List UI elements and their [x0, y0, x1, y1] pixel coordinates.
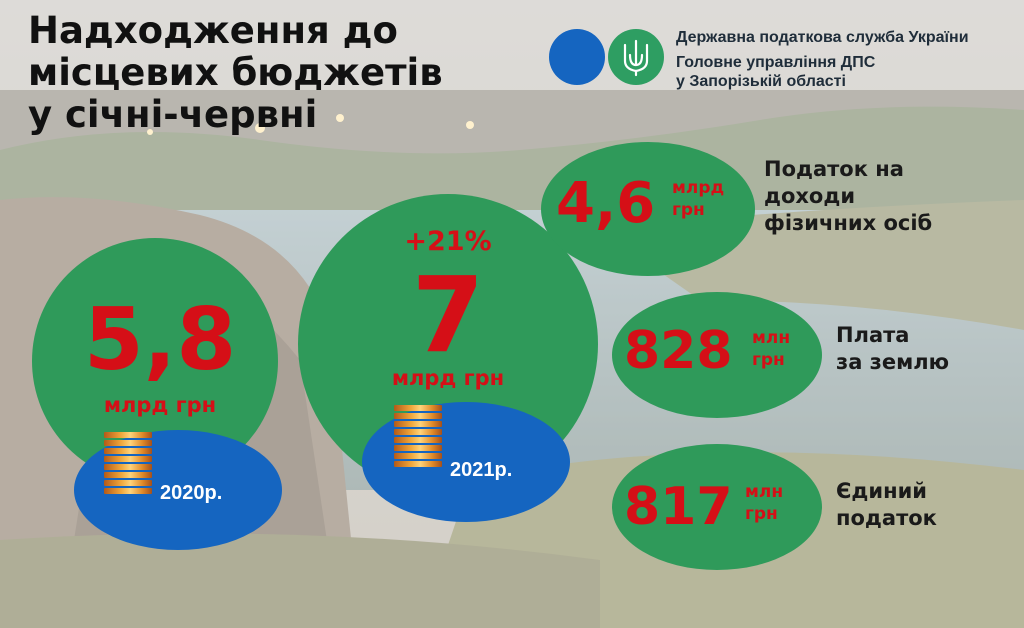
trident-icon — [623, 39, 649, 77]
single-tax-unit-bottom: грн — [745, 504, 778, 524]
total-2020-unit: млрд грн — [103, 393, 217, 417]
single-tax-value: 817 — [624, 477, 733, 537]
single-tax-circle — [612, 444, 822, 570]
logo-blue-circle — [549, 29, 605, 85]
total-2021-unit: млрд грн — [391, 366, 505, 390]
org-line-1: Державна податкова служба України — [676, 29, 969, 46]
year-2020-label: 2020р. — [160, 482, 223, 504]
income-tax-circle — [541, 142, 755, 276]
single-tax-unit-top: млн — [745, 482, 784, 502]
org-line-2: Головне управління ДПС — [676, 54, 876, 71]
logo-green-circle — [608, 29, 664, 85]
single-tax-label: Єдиний податок — [836, 479, 937, 530]
land-fee-circle — [612, 292, 822, 418]
coin-stack-icon — [104, 432, 152, 494]
title-line-1: Надходження до — [28, 9, 398, 52]
income-tax-unit-top: млрд — [672, 178, 725, 198]
total-2020-value: 5,8 — [83, 290, 237, 390]
income-tax-value: 4,6 — [556, 171, 656, 236]
org-line-3: у Запорізькій області — [676, 73, 846, 90]
organization-name: Державна податкова служба України Головн… — [676, 28, 969, 91]
title-line-2: місцевих бюджетів — [28, 51, 443, 94]
land-fee-unit-top: млн — [752, 328, 791, 348]
income-tax-label: Податок на доходи фізичних осіб — [764, 157, 933, 235]
land-fee-label: Плата за землю — [836, 323, 950, 374]
land-fee-value: 828 — [624, 321, 733, 381]
income-tax-unit-bottom: грн — [672, 200, 705, 220]
total-2021-value: 7 — [411, 254, 485, 376]
coin-stack-icon — [394, 405, 442, 467]
land-fee-unit-bottom: грн — [752, 350, 785, 370]
growth-percent: +21% — [404, 226, 492, 257]
page-title: Надходження до місцевих бюджетів у січні… — [28, 10, 443, 136]
title-line-3: у січні-червні — [28, 93, 318, 136]
year-2021-label: 2021р. — [450, 459, 513, 481]
